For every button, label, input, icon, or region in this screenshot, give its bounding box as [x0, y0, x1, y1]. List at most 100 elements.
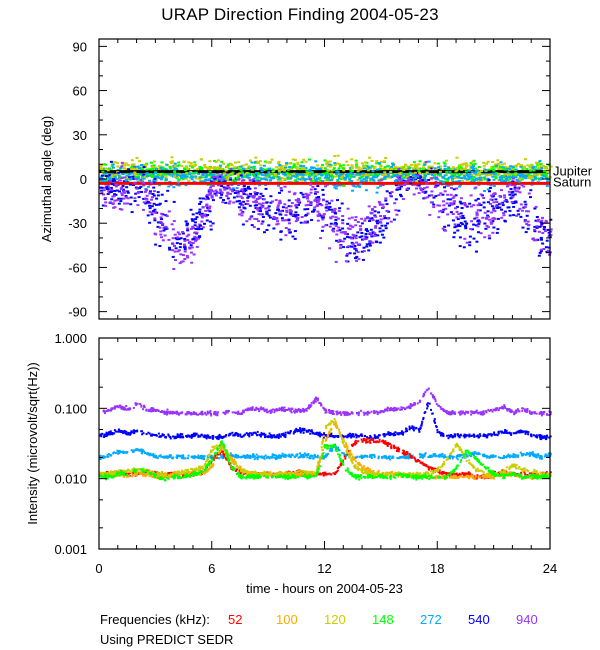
point [157, 184, 161, 187]
point [421, 179, 425, 182]
point [365, 176, 369, 179]
point [451, 168, 455, 171]
point [369, 434, 372, 437]
point [173, 245, 176, 247]
point [497, 432, 500, 435]
point [132, 184, 135, 186]
point [369, 232, 372, 235]
point [240, 190, 243, 193]
point [486, 177, 490, 180]
point [362, 178, 366, 181]
point [237, 195, 241, 198]
point [294, 220, 298, 223]
point [190, 227, 193, 230]
point [325, 410, 328, 412]
point [110, 175, 114, 178]
point [424, 160, 428, 163]
point [467, 411, 469, 414]
point [335, 162, 339, 165]
point [221, 175, 225, 178]
point [260, 406, 263, 409]
point [176, 236, 180, 239]
point [482, 197, 486, 199]
point [482, 172, 486, 175]
point [524, 203, 528, 206]
point [268, 176, 272, 179]
point [494, 198, 498, 201]
point [323, 432, 325, 435]
point [391, 162, 394, 165]
point [291, 175, 295, 177]
point [332, 230, 335, 233]
point [487, 433, 490, 436]
point [315, 205, 319, 208]
point [127, 168, 131, 171]
point [417, 428, 420, 431]
point [263, 410, 266, 413]
point [172, 220, 176, 222]
point [270, 436, 273, 439]
point [236, 413, 239, 415]
point [256, 197, 260, 200]
point [354, 249, 358, 252]
point [336, 178, 340, 181]
point [127, 175, 131, 178]
point [259, 435, 262, 438]
point [117, 202, 121, 205]
point [531, 177, 535, 180]
point [348, 178, 352, 181]
point [154, 175, 158, 178]
point [247, 167, 251, 170]
point [268, 161, 272, 163]
point [325, 162, 329, 165]
point [106, 193, 110, 195]
point [238, 172, 242, 175]
point [194, 171, 198, 174]
point [278, 213, 282, 216]
point [511, 180, 515, 183]
point [418, 429, 421, 432]
point [314, 179, 318, 182]
point [295, 167, 299, 170]
point [396, 174, 399, 177]
point [346, 235, 349, 238]
point [463, 173, 466, 175]
point [209, 176, 213, 179]
point [175, 242, 179, 245]
point [376, 411, 379, 414]
point [489, 202, 492, 205]
point [383, 166, 387, 169]
point [183, 239, 187, 242]
point [165, 411, 168, 414]
point [536, 163, 540, 166]
point [398, 184, 402, 187]
point [190, 261, 194, 264]
point [549, 435, 552, 438]
point [374, 176, 378, 179]
point [438, 175, 442, 178]
point [324, 206, 328, 209]
point [117, 174, 121, 177]
point [520, 184, 524, 187]
point [464, 162, 468, 165]
point [519, 429, 522, 432]
point [509, 197, 513, 200]
point [175, 176, 179, 178]
point [205, 193, 209, 196]
point [255, 192, 259, 194]
point [463, 237, 467, 240]
point [471, 177, 474, 180]
point [354, 185, 358, 188]
point [157, 409, 160, 412]
point [312, 400, 315, 403]
point [492, 165, 496, 168]
point [288, 166, 292, 169]
point [544, 174, 548, 177]
point [549, 413, 552, 416]
point [378, 227, 382, 230]
point [185, 222, 189, 225]
point [242, 167, 246, 170]
point [172, 200, 176, 203]
point [476, 204, 480, 207]
point [259, 434, 262, 437]
